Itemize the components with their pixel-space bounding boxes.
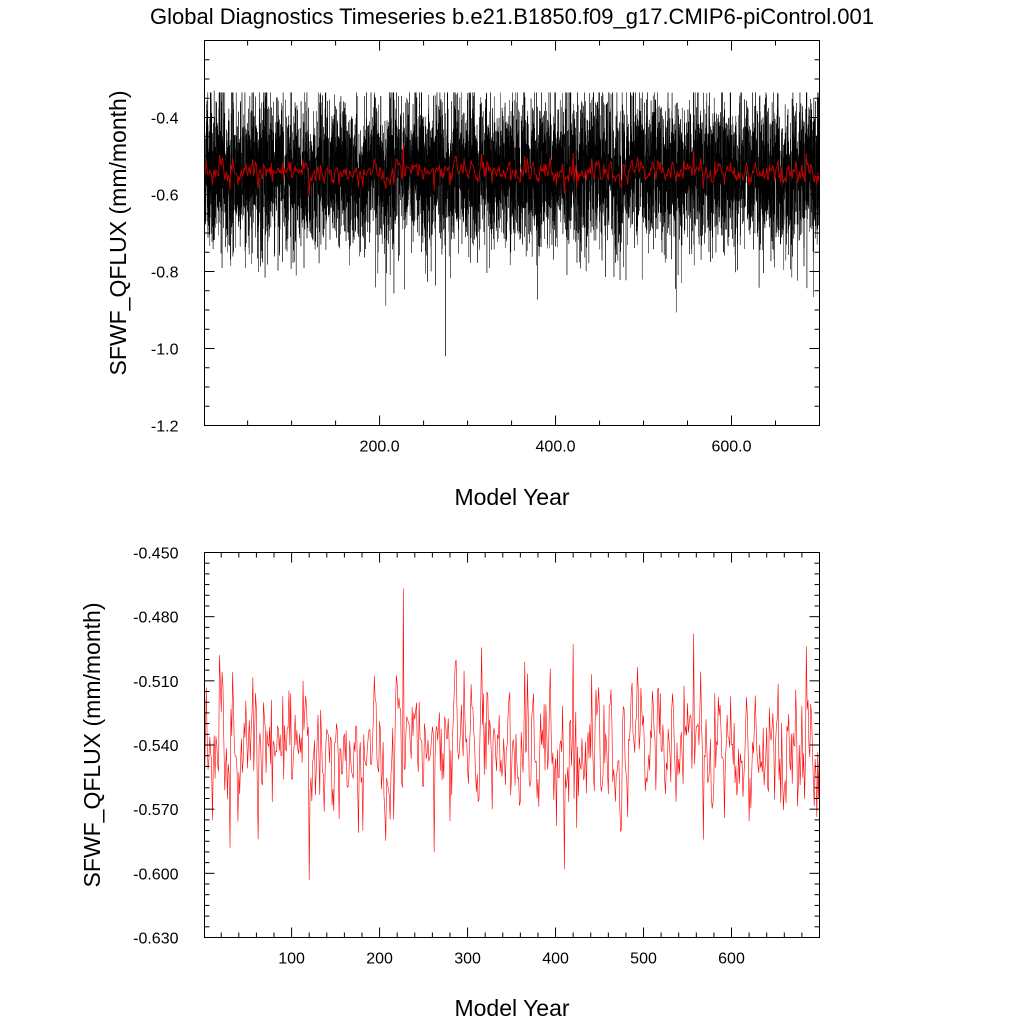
top-y-axis-label: SFWF_QFLUX (mm/month) (105, 91, 131, 376)
monthly-series-line (204, 90, 820, 357)
top-y-tick-labels: -1.2 -1.0 -0.8 -0.6 -0.4 (151, 111, 179, 436)
y-tick-label: -0.510 (133, 674, 178, 691)
y-tick-label: -0.4 (151, 111, 179, 128)
x-tick-label: 400.0 (536, 439, 576, 456)
y-tick-label: -0.6 (151, 188, 179, 205)
bottom-plot-frame (204, 552, 820, 938)
y-tick-label: -0.600 (133, 866, 178, 883)
y-tick-label: -1.0 (151, 342, 179, 359)
y-tick-label: -0.8 (151, 265, 179, 282)
x-tick-label: 300 (454, 951, 481, 968)
panel-bottom: -0.630 -0.600 -0.570 -0.540 -0.510 -0.480 -0.4… (79, 546, 820, 1021)
top-x-tick-labels: 200.0 400.0 600.0 (360, 439, 752, 456)
y-tick-label: -0.630 (133, 931, 178, 948)
annual-mean-overlay-line (204, 142, 820, 197)
monthly-line (204, 90, 820, 357)
figure-title: Global Diagnostics Timeseries b.e21.B185… (150, 4, 874, 29)
y-tick-label: -1.2 (151, 419, 179, 436)
x-tick-label: 200.0 (360, 439, 400, 456)
y-tick-label: -0.540 (133, 738, 178, 755)
panel-top: -1.2 -1.0 -0.8 -0.6 -0.4 200.0 400.0 600.0 Mod… (105, 40, 820, 510)
y-tick-label: -0.480 (133, 610, 178, 627)
y-tick-label: -0.450 (133, 546, 178, 563)
x-tick-label: 200 (366, 951, 393, 968)
annual-mean-series-line (204, 588, 820, 881)
bottom-x-tick-labels: 100 200 300 400 500 600 (278, 951, 745, 968)
bottom-y-tick-labels: -0.630 -0.600 -0.570 -0.540 -0.510 -0.480 -0.4… (133, 546, 178, 948)
x-tick-label: 600.0 (711, 439, 751, 456)
x-tick-label: 400 (542, 951, 569, 968)
bottom-y-axis-label: SFWF_QFLUX (mm/month) (79, 603, 105, 888)
bottom-axis-ticks (204, 552, 820, 938)
x-tick-label: 500 (630, 951, 657, 968)
bottom-x-axis-label: Model Year (454, 995, 569, 1021)
y-tick-label: -0.570 (133, 802, 178, 819)
x-tick-label: 100 (278, 951, 305, 968)
x-tick-label: 600 (718, 951, 745, 968)
annual-mean-line (204, 588, 820, 881)
top-plot-frame (204, 40, 820, 426)
annual-mean-overlay (204, 142, 820, 197)
top-axis-ticks (204, 40, 820, 426)
top-x-axis-label: Model Year (454, 484, 569, 510)
